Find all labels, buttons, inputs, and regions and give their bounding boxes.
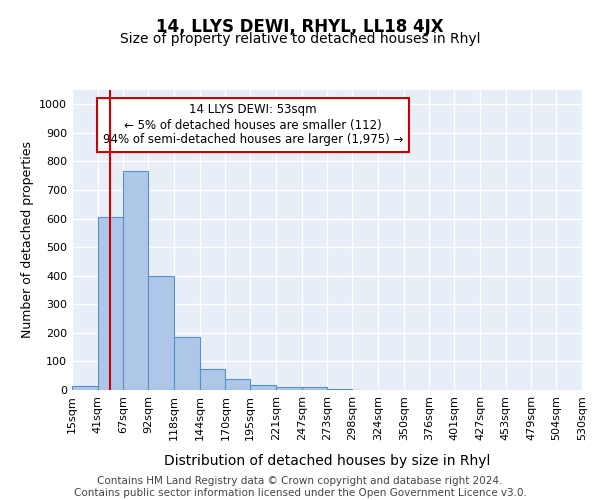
Bar xyxy=(328,388,352,390)
Bar xyxy=(250,385,276,390)
Text: Contains HM Land Registry data © Crown copyright and database right 2024.
Contai: Contains HM Land Registry data © Crown c… xyxy=(74,476,526,498)
Y-axis label: Number of detached properties: Number of detached properties xyxy=(20,142,34,338)
Text: 14 LLYS DEWI: 53sqm
← 5% of detached houses are smaller (112)
94% of semi-detach: 14 LLYS DEWI: 53sqm ← 5% of detached hou… xyxy=(103,104,403,146)
Bar xyxy=(276,386,302,390)
Bar xyxy=(98,217,124,390)
Text: 14, LLYS DEWI, RHYL, LL18 4JX: 14, LLYS DEWI, RHYL, LL18 4JX xyxy=(156,18,444,36)
Bar xyxy=(124,172,148,390)
Text: Size of property relative to detached houses in Rhyl: Size of property relative to detached ho… xyxy=(120,32,480,46)
Bar xyxy=(200,368,226,390)
Bar xyxy=(72,386,98,390)
Bar xyxy=(174,337,200,390)
Text: Distribution of detached houses by size in Rhyl: Distribution of detached houses by size … xyxy=(164,454,490,468)
Bar xyxy=(302,387,328,390)
Bar xyxy=(148,276,174,390)
Bar xyxy=(226,378,250,390)
